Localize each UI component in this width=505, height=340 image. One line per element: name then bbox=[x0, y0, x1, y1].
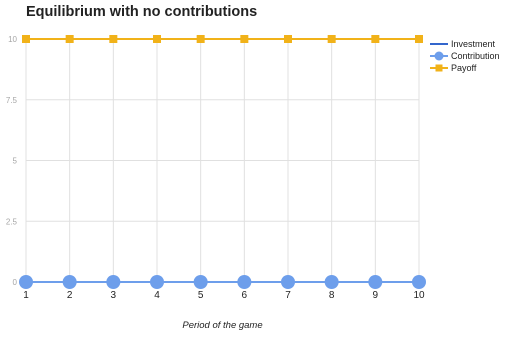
data-point-payoff bbox=[284, 35, 292, 43]
x-tick-label: 10 bbox=[413, 290, 425, 301]
data-point-payoff bbox=[371, 35, 380, 43]
y-tick-label: 5 bbox=[13, 157, 18, 166]
data-point-contribution bbox=[150, 275, 164, 289]
legend-label-payoff: Payoff bbox=[451, 63, 477, 73]
y-tick-label: 2.5 bbox=[6, 217, 18, 226]
data-point-payoff bbox=[415, 35, 423, 43]
chart-title: Equilibrium with no contributions bbox=[26, 4, 258, 20]
x-tick-label: 2 bbox=[67, 290, 73, 301]
y-tick-label: 0 bbox=[13, 278, 18, 287]
data-point-contribution bbox=[412, 275, 426, 289]
legend-marker-payoff bbox=[435, 64, 443, 72]
data-point-payoff bbox=[109, 35, 118, 43]
x-tick-label: 1 bbox=[23, 290, 29, 301]
tick-layer: 0 2.5 5 7.5 10 1 2 3 4 5 6 7 8 9 10 bbox=[6, 35, 425, 301]
data-point-contribution bbox=[281, 275, 295, 289]
data-point-contribution bbox=[237, 275, 252, 289]
data-point-payoff bbox=[22, 35, 30, 43]
data-point-contribution bbox=[324, 275, 339, 289]
x-tick-label: 4 bbox=[154, 290, 160, 301]
data-point-payoff bbox=[196, 35, 205, 43]
x-tick-label: 8 bbox=[329, 290, 335, 301]
x-tick-label: 3 bbox=[111, 290, 117, 301]
data-point-contribution bbox=[193, 275, 208, 289]
x-axis-title: Period of the game bbox=[182, 320, 263, 331]
data-point-payoff bbox=[327, 35, 336, 43]
grid-layer bbox=[25, 38, 420, 283]
data-point-payoff bbox=[153, 35, 161, 43]
x-tick-label: 6 bbox=[242, 290, 248, 301]
data-point-payoff bbox=[240, 35, 249, 43]
y-tick-label: 7.5 bbox=[6, 96, 18, 105]
data-point-contribution bbox=[19, 275, 33, 289]
legend-label-investment: Investment bbox=[451, 39, 496, 49]
legend: Investment Contribution Payoff bbox=[430, 39, 500, 73]
x-tick-label: 7 bbox=[285, 290, 291, 301]
legend-marker-contribution bbox=[434, 51, 444, 61]
data-point-contribution bbox=[368, 275, 383, 289]
data-point-payoff bbox=[65, 35, 74, 43]
x-tick-label: 9 bbox=[373, 290, 379, 301]
legend-label-contribution: Contribution bbox=[451, 51, 500, 61]
data-point-contribution bbox=[62, 275, 77, 289]
y-tick-label: 10 bbox=[8, 35, 17, 44]
x-tick-label: 5 bbox=[198, 290, 204, 301]
data-point-contribution bbox=[106, 275, 121, 289]
series-layer bbox=[19, 35, 426, 289]
